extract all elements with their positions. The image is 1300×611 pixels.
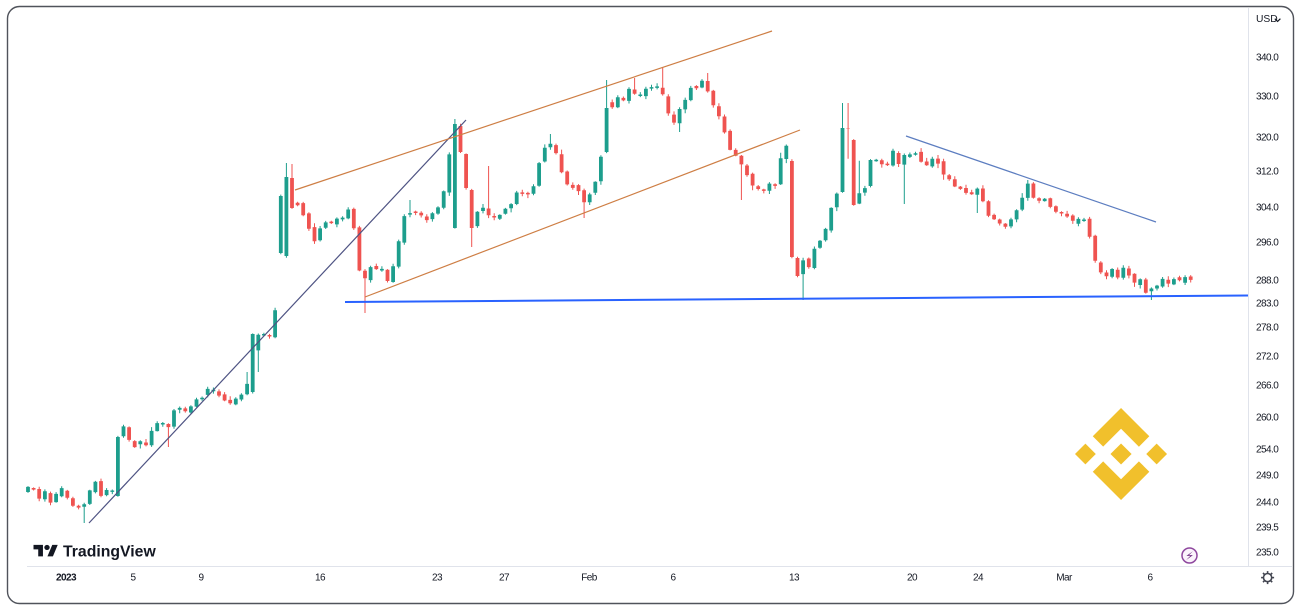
svg-text:5: 5 bbox=[130, 573, 136, 584]
svg-text:254.0: 254.0 bbox=[1256, 444, 1279, 455]
svg-text:249.0: 249.0 bbox=[1256, 470, 1279, 481]
svg-text:296.0: 296.0 bbox=[1256, 237, 1279, 248]
svg-text:6: 6 bbox=[670, 573, 676, 584]
svg-text:288.0: 288.0 bbox=[1256, 275, 1279, 286]
svg-text:24: 24 bbox=[973, 573, 984, 584]
svg-text:304.0: 304.0 bbox=[1256, 202, 1279, 213]
svg-text:23: 23 bbox=[432, 573, 443, 584]
svg-text:266.0: 266.0 bbox=[1256, 380, 1279, 391]
svg-text:320.0: 320.0 bbox=[1256, 132, 1279, 143]
svg-text:27: 27 bbox=[499, 573, 510, 584]
svg-text:16: 16 bbox=[315, 573, 326, 584]
svg-text:312.0: 312.0 bbox=[1256, 166, 1279, 177]
svg-text:2023: 2023 bbox=[56, 573, 77, 584]
svg-text:USD: USD bbox=[1256, 14, 1278, 25]
svg-text:340.0: 340.0 bbox=[1256, 52, 1279, 63]
svg-text:Feb: Feb bbox=[581, 573, 598, 584]
svg-text:260.0: 260.0 bbox=[1256, 412, 1279, 423]
svg-text:6: 6 bbox=[1147, 573, 1153, 584]
svg-text:TradingView: TradingView bbox=[63, 544, 156, 561]
svg-text:272.0: 272.0 bbox=[1256, 351, 1279, 362]
svg-text:239.5: 239.5 bbox=[1256, 522, 1279, 533]
svg-text:Mar: Mar bbox=[1056, 573, 1073, 584]
svg-text:9: 9 bbox=[198, 573, 204, 584]
svg-text:13: 13 bbox=[789, 573, 800, 584]
svg-text:20: 20 bbox=[907, 573, 918, 584]
svg-text:330.0: 330.0 bbox=[1256, 91, 1279, 102]
svg-text:283.0: 283.0 bbox=[1256, 298, 1279, 309]
svg-text:278.0: 278.0 bbox=[1256, 322, 1279, 333]
svg-text:235.0: 235.0 bbox=[1256, 547, 1279, 558]
svg-text:244.0: 244.0 bbox=[1256, 497, 1279, 508]
